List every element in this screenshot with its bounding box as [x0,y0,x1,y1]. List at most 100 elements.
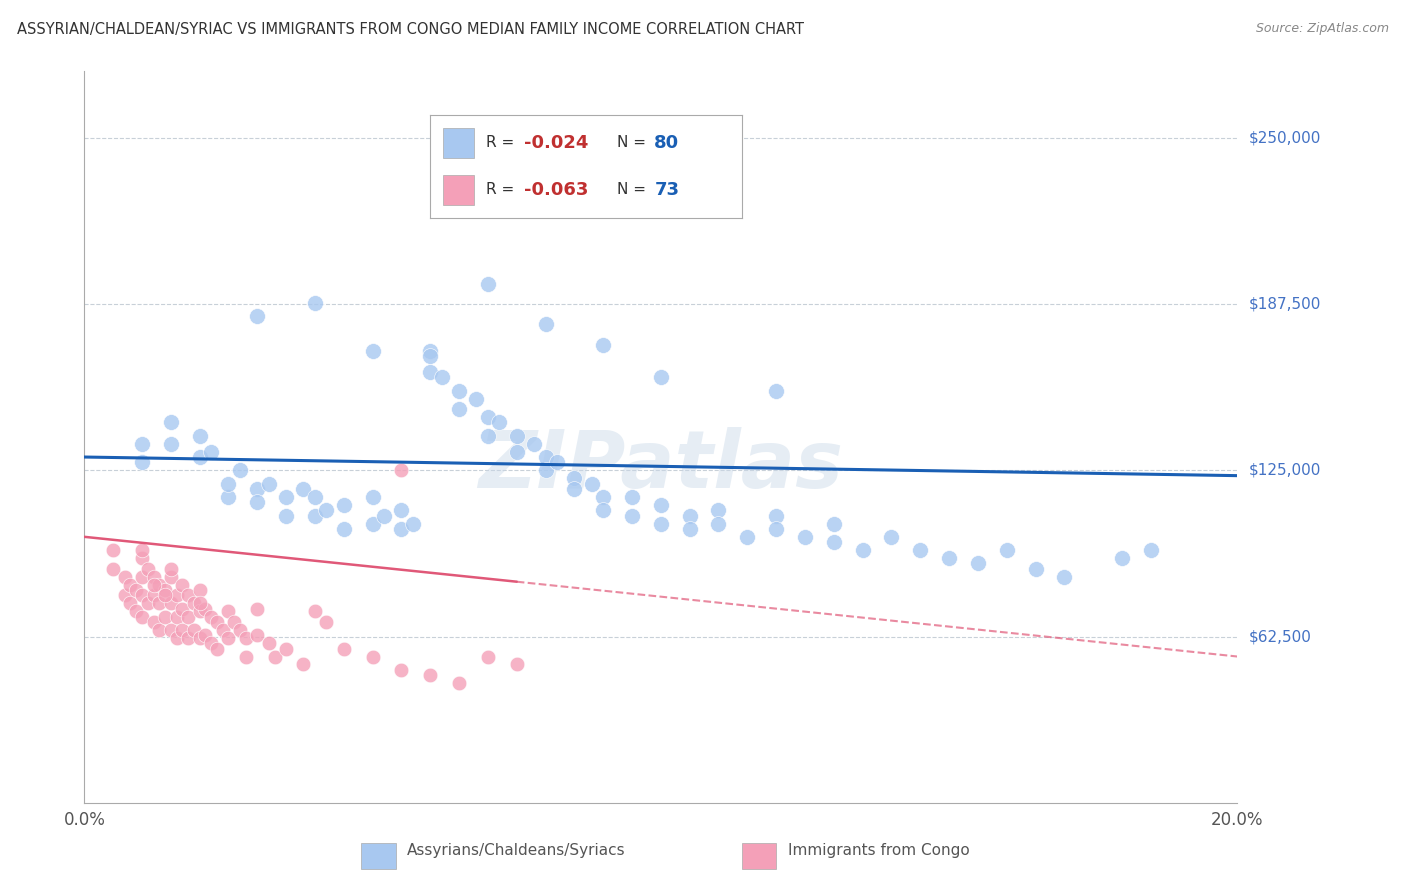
Point [218,476,240,491]
Point [650,516,672,531]
Point [153,609,176,624]
Point [218,604,240,618]
Point [534,450,557,464]
Point [177,588,200,602]
Point [880,530,903,544]
Point [177,609,200,624]
Point [304,490,326,504]
Point [160,562,183,576]
Point [419,349,441,363]
Point [172,623,194,637]
Point [218,490,240,504]
Point [449,402,471,417]
Point [183,623,205,637]
Point [430,370,453,384]
Point [391,663,413,677]
Point [477,410,499,425]
Point [315,503,337,517]
Point [477,429,499,443]
Point [1140,543,1163,558]
Point [194,628,217,642]
Point [621,508,644,523]
Point [361,649,384,664]
Point [534,463,557,477]
Point [131,455,153,469]
Point [333,522,356,536]
Point [160,623,183,637]
Point [938,551,960,566]
Point [200,444,222,458]
Point [823,516,845,531]
Point [361,516,384,531]
Point [188,582,211,597]
Point [1025,562,1047,576]
Point [131,588,153,602]
Point [1111,551,1133,566]
Point [765,522,787,536]
Point [257,476,280,491]
Point [292,482,315,496]
Point [246,601,269,615]
Point [304,604,326,618]
Point [246,495,269,509]
Point [114,588,136,602]
Point [361,343,384,358]
Point [188,596,211,610]
Point [142,615,165,629]
Point [142,570,165,584]
Point [246,628,269,642]
Point [235,649,257,664]
Point [166,588,188,602]
Point [361,490,384,504]
Text: Assyrians/Chaldeans/Syriacs: Assyrians/Chaldeans/Syriacs [408,843,626,858]
Point [765,384,787,398]
Text: ASSYRIAN/CHALDEAN/SYRIAC VS IMMIGRANTS FROM CONGO MEDIAN FAMILY INCOME CORRELATI: ASSYRIAN/CHALDEAN/SYRIAC VS IMMIGRANTS F… [17,22,804,37]
Point [153,588,176,602]
Point [506,657,529,672]
Point [823,535,845,549]
Point [679,508,702,523]
Point [276,490,298,504]
Point [621,490,644,504]
Point [391,503,413,517]
Point [650,498,672,512]
Point [177,631,200,645]
Point [131,551,153,566]
Point [160,596,183,610]
Text: $250,000: $250,000 [1249,130,1322,145]
Point [419,668,441,682]
Point [581,476,603,491]
Point [373,508,395,523]
Point [765,508,787,523]
Point [292,657,315,672]
Point [120,596,142,610]
Point [211,623,233,637]
Point [200,636,222,650]
Point [650,370,672,384]
Point [153,582,176,597]
Point [852,543,875,558]
Point [707,503,730,517]
Text: ZIPatlas: ZIPatlas [478,427,844,506]
Point [188,450,211,464]
Text: $62,500: $62,500 [1249,629,1312,644]
Point [257,636,280,650]
Point [546,455,568,469]
Point [148,577,170,591]
Point [391,463,413,477]
Point [564,471,586,485]
Point [276,641,298,656]
Point [229,463,252,477]
Point [166,609,188,624]
Point [304,508,326,523]
Point [967,557,990,571]
Text: Immigrants from Congo: Immigrants from Congo [787,843,969,858]
Point [592,503,614,517]
Point [910,543,932,558]
Point [276,508,298,523]
Point [205,615,228,629]
Point [224,615,246,629]
Point [333,498,356,512]
Point [188,631,211,645]
Point [402,516,425,531]
